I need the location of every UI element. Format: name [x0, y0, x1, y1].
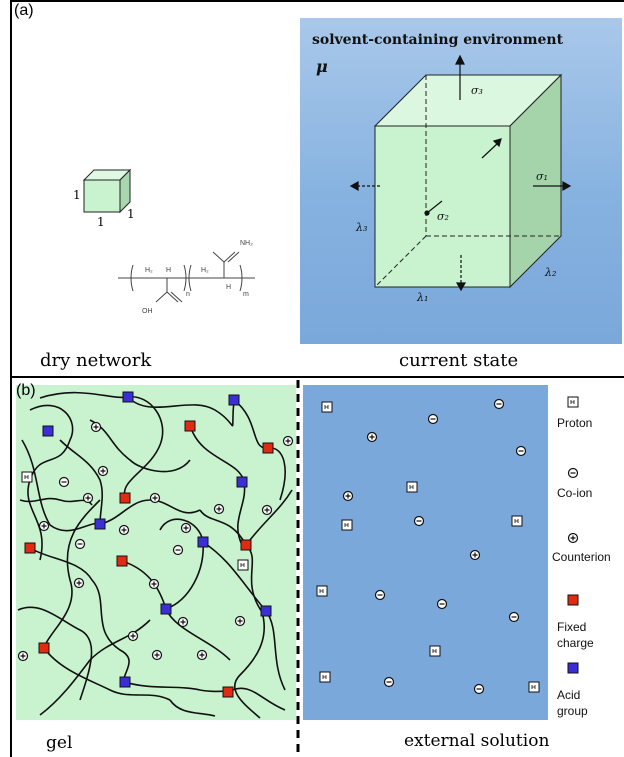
proton-mark: [432, 649, 437, 653]
proton-mark: [570, 400, 575, 404]
counterion-sign: [199, 652, 205, 658]
fixed-charge-icon: [38, 642, 50, 654]
fixed-charge-icon: [240, 539, 252, 551]
sigma3-label: σ₃: [471, 84, 483, 97]
counterion-sign: [151, 581, 157, 587]
acid-group-icon: [119, 676, 131, 688]
mu-symbol: μ: [316, 57, 328, 76]
panel-a-label: (a): [14, 2, 34, 19]
legend-fixed-label-2: charge: [557, 636, 594, 650]
acid-group-icon: [160, 603, 172, 615]
dry-dim-width: 1: [97, 215, 105, 229]
acid-group-icon: [260, 605, 272, 617]
lambda2-label: λ₂: [544, 266, 556, 279]
fixed-charge-icon: [119, 492, 131, 504]
polymer-m: m: [243, 291, 249, 298]
polymer-structure: [118, 251, 255, 303]
counterion-sign: [345, 493, 351, 499]
fixed-charge-icon: [262, 442, 274, 454]
counterion-sign: [180, 619, 186, 625]
dry-dim-depth: 1: [127, 207, 135, 221]
proton-mark: [240, 563, 245, 567]
counterion-sign: [264, 507, 270, 513]
proton-mark: [324, 405, 329, 409]
legend-acid-group-icon: [567, 662, 579, 674]
fixed-charge-icon: [222, 686, 234, 698]
proton-mark: [514, 519, 519, 523]
frame-left: [10, 0, 12, 378]
counterion-sign: [130, 633, 136, 639]
proton-mark: [319, 589, 324, 593]
frame-left-b: [10, 378, 12, 757]
legend-fixed-charge-icon: [567, 594, 579, 606]
lambda3-label: λ₃: [355, 221, 367, 234]
current-state-caption: current state: [399, 350, 519, 371]
acid-group-icon: [228, 394, 240, 406]
counterion-sign: [183, 525, 189, 531]
legend-counterion-label: Counterion: [552, 550, 611, 564]
counterion-sign: [93, 424, 99, 430]
legend-fixed-label-1: Fixed: [557, 620, 587, 634]
frame-mid: [10, 376, 624, 378]
counterion-sign: [121, 527, 127, 533]
counterion-sign: [154, 652, 160, 658]
frame-top: [10, 0, 624, 2]
acid-group-icon: [94, 518, 106, 530]
proton-mark: [531, 685, 536, 689]
sigma2-arrow: [426, 200, 443, 214]
fixed-charge-icon: [24, 542, 36, 554]
legend-acid-label-1: Acid: [557, 688, 581, 702]
sigma2-label: σ₂: [437, 210, 449, 223]
counterion-sign: [237, 618, 243, 624]
environment-title: solvent-containing environment: [312, 32, 564, 48]
polymer-h2-right: H₂: [201, 267, 209, 274]
counterion-sign: [100, 468, 106, 474]
counterion-sign: [41, 523, 47, 529]
proton-mark: [344, 523, 349, 527]
fixed-charge-icon: [116, 555, 128, 567]
lambda1-label: λ₁: [416, 291, 428, 304]
polymer-chains: [17, 391, 293, 719]
counterion-sign: [570, 535, 576, 541]
counterion-sign: [285, 438, 291, 444]
polymer-h-right: H: [226, 284, 231, 291]
counterion-sign: [369, 434, 375, 440]
sigma1-label: σ₁: [536, 170, 548, 183]
current-state-cube: [373, 73, 563, 289]
polymer-amide: NH₂: [240, 240, 253, 247]
polymer-h-left: H: [166, 267, 171, 274]
external-solution-region: [303, 385, 548, 720]
panel-b-label: (b): [16, 382, 36, 399]
gel-caption: gel: [46, 733, 73, 753]
ions-layer: [17, 391, 579, 698]
external-solution-caption: external solution: [404, 731, 550, 751]
acid-group-icon: [42, 425, 54, 437]
polymer-acid: OH: [142, 308, 153, 315]
legend-acid-label-2: group: [557, 704, 588, 718]
dry-network-cube: [82, 168, 132, 214]
counterion-sign: [472, 552, 478, 558]
acid-group-icon: [122, 391, 134, 403]
counterion-sign: [216, 506, 222, 512]
acid-group-icon: [236, 476, 248, 488]
counterion-sign: [152, 495, 158, 501]
fixed-charge-icon: [184, 420, 196, 432]
depth-arrow: [481, 142, 499, 159]
proton-mark: [409, 485, 414, 489]
counterion-sign: [85, 495, 91, 501]
counterion-sign: [20, 653, 26, 659]
proton-mark: [24, 475, 29, 479]
dry-network-caption: dry network: [40, 350, 152, 371]
dry-dim-height: 1: [73, 188, 81, 202]
acid-group-icon: [197, 536, 209, 548]
proton-mark: [322, 675, 327, 679]
polymer-n: n: [186, 291, 190, 298]
legend-coion-label: Co-ion: [557, 486, 593, 500]
counterion-sign: [76, 580, 82, 586]
legend-proton-label: Proton: [557, 416, 593, 430]
panel-a-diagram: 1 1 1 H₂ H H₂ H n m NH₂ OH: [73, 32, 572, 315]
polymer-h2-left: H₂: [145, 267, 153, 274]
